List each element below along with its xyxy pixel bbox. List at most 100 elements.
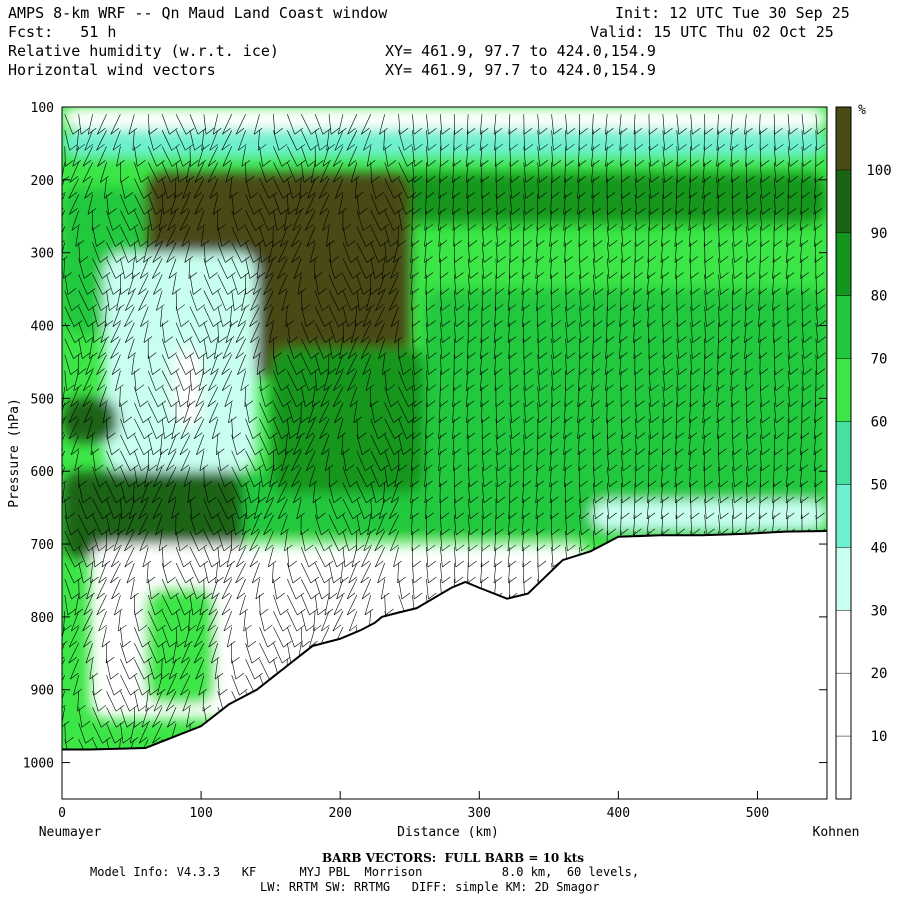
wind-barb [828, 643, 830, 663]
wind-barb [370, 194, 380, 215]
wind-barb [702, 434, 705, 455]
wind-barb [370, 434, 381, 455]
wind-barb [68, 402, 79, 423]
wind-barb [647, 306, 650, 327]
wind-barb [62, 434, 66, 442]
wind-barb-flag [165, 240, 175, 247]
wind-barb-flag [787, 208, 797, 215]
wind-barb-flag [164, 336, 173, 343]
wind-barb [231, 226, 241, 247]
wind-barb-flag [608, 464, 618, 472]
wind-barb [134, 178, 144, 199]
y-tick-label: 700 [31, 538, 54, 553]
wind-barb-flag [63, 624, 72, 632]
wind-barb [830, 323, 831, 343]
wind-barb [181, 226, 191, 247]
chart-title: AMPS 8-km WRF -- Qn Maud Land Coast wind… [8, 4, 388, 22]
wind-barb [92, 258, 103, 279]
wind-barb [356, 466, 368, 487]
wind-barb-flag [179, 672, 189, 680]
wind-barb-flag [68, 656, 77, 664]
wind-barb [759, 418, 763, 439]
wind-barb-flag [410, 496, 419, 504]
wind-barb [661, 210, 664, 231]
wind-barb [772, 306, 775, 327]
wind-barb-flag [523, 464, 532, 472]
wind-barb-flag [691, 144, 700, 151]
wind-barb [186, 386, 191, 407]
wind-barb [82, 610, 93, 632]
wind-barb [593, 514, 596, 535]
wind-barb-flag [635, 384, 644, 391]
wind-barb [801, 146, 804, 167]
wind-barb-flag [606, 320, 615, 327]
wind-barb-flag [550, 432, 559, 440]
wind-barb [175, 370, 184, 391]
wind-barb-flag [425, 192, 435, 199]
wind-barb-flag [789, 384, 799, 391]
wind-barb-flag [197, 224, 206, 231]
wind-barb [146, 562, 149, 584]
wind-barb-flag [677, 160, 687, 167]
wind-barb [674, 450, 678, 471]
wind-barb [661, 514, 664, 535]
wind-barb [134, 418, 145, 439]
wind-barb-flag [334, 272, 343, 279]
wind-barb-flag [704, 368, 713, 375]
wind-barb-flag [375, 528, 385, 536]
wind-barb-flag [606, 416, 615, 423]
wind-barb [375, 290, 385, 311]
wind-barb-flag [635, 160, 644, 167]
wind-barb [273, 610, 284, 632]
wind-barb-flag [182, 192, 191, 199]
wind-barb [265, 306, 274, 327]
wind-barb [495, 418, 498, 439]
wind-barb-flag [427, 320, 436, 327]
wind-barb [161, 610, 172, 632]
wind-barb-flag [428, 592, 437, 600]
wind-barb [268, 242, 274, 263]
wind-barb-flag [676, 528, 685, 536]
wind-barb-flag [71, 624, 80, 632]
wind-barb [786, 210, 789, 231]
wind-barb-flag [481, 416, 490, 423]
wind-barb [259, 386, 266, 407]
wind-barb [214, 659, 219, 680]
wind-barb [563, 450, 566, 471]
wind-barb [508, 562, 511, 584]
colorbar-swatch [836, 107, 851, 170]
wind-barb [110, 546, 121, 568]
wind-barb-flag [139, 400, 149, 407]
wind-barb [785, 498, 789, 519]
wind-barb-flag [801, 192, 810, 199]
wind-barb [495, 482, 498, 503]
x-tick-label: 300 [468, 806, 491, 821]
wind-barb [201, 130, 205, 151]
wind-barb-flag [140, 176, 150, 183]
wind-barb-flag [110, 576, 119, 584]
wind-barb [393, 546, 399, 568]
wind-barb-flag [552, 320, 561, 327]
wind-barb [309, 627, 316, 648]
wind-barb-flag [815, 496, 824, 504]
wind-barb [800, 482, 803, 503]
wind-barb-flag [759, 368, 769, 375]
wind-barb-flag [394, 480, 403, 488]
wind-barb-flag [493, 576, 503, 584]
wind-barb [125, 514, 135, 536]
wind-barb-flag [146, 576, 156, 584]
wind-barb-flag [94, 560, 104, 568]
wind-barb-flag [114, 737, 123, 744]
wind-barb [494, 130, 497, 151]
wind-barb [495, 434, 499, 455]
wind-barb [328, 546, 338, 568]
wind-barb [494, 146, 497, 167]
wind-barb [592, 194, 594, 215]
wind-barb [759, 226, 762, 247]
wind-barb [800, 418, 803, 439]
wind-barb-flag [265, 240, 274, 247]
wind-barb [549, 242, 552, 263]
wind-barb-flag [497, 208, 506, 215]
wind-barb-flag [388, 528, 397, 536]
wind-barb-flag [495, 160, 504, 167]
